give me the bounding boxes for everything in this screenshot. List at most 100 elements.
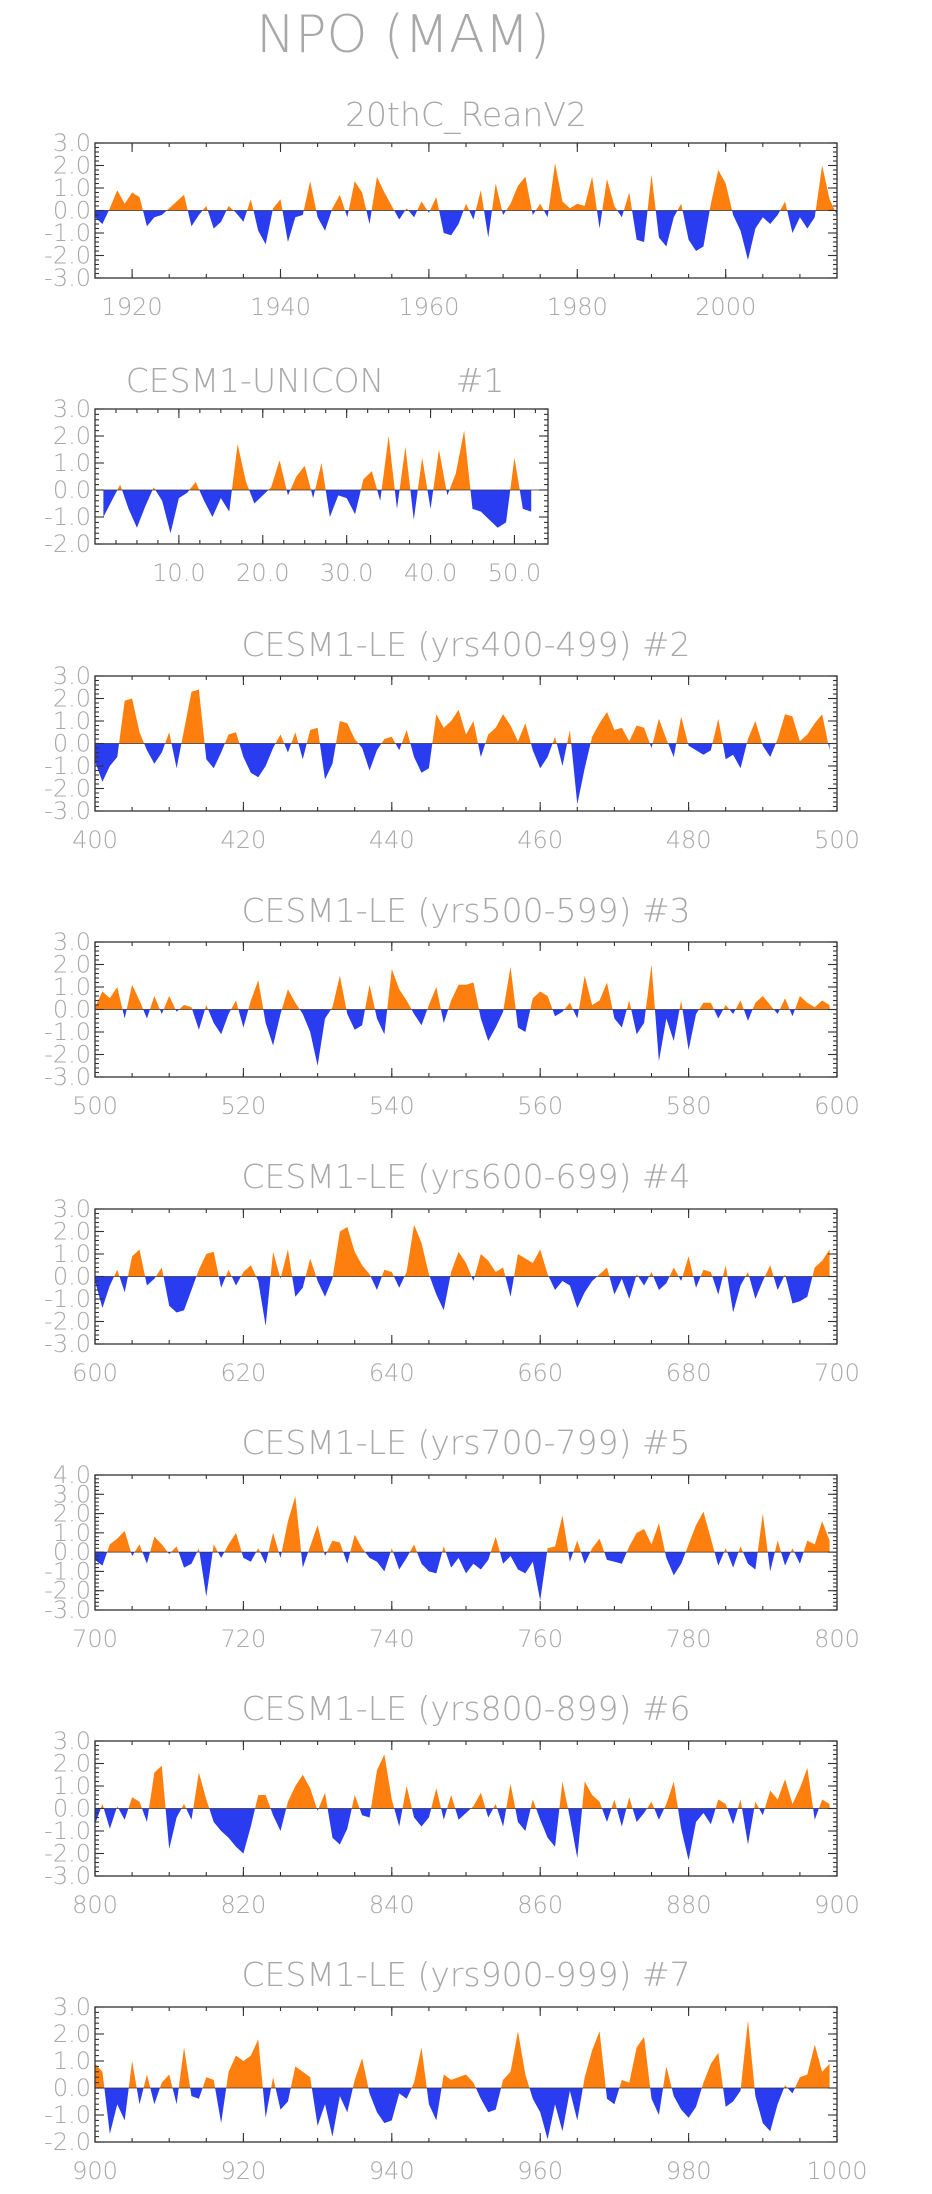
ytick-label: -3.0: [44, 1063, 91, 1091]
ytick-label: -3.0: [44, 797, 91, 825]
panel-4: CESM1-LE (yrs500-599) #3 3.02.01.00.0-1.0…: [44, 891, 860, 1120]
xtick-label: 580: [666, 1092, 712, 1120]
panel-8: CESM1-LE (yrs900-999) #7 3.02.01.00.0-1.0…: [44, 1955, 867, 2185]
positive-area: [95, 1224, 830, 1277]
xtick-label: 540: [369, 1092, 415, 1120]
series-area: [95, 2020, 830, 2140]
plot-frame: [94, 408, 549, 545]
ytick-label: -3.0: [44, 1862, 91, 1890]
ytick-label: 0.0: [53, 197, 91, 225]
ytick-label: 2.0: [53, 951, 91, 979]
xtick-label: 900: [72, 2157, 118, 2185]
ytick-label: 3.0: [53, 1993, 91, 2021]
xtick-label: 800: [72, 1891, 118, 1919]
ytick-label: 3.0: [53, 1727, 91, 1755]
ytick-label: -3.0: [44, 264, 91, 292]
xtick-label: 1960: [398, 293, 459, 321]
ytick-label: -1.0: [44, 2101, 91, 2129]
xtick-label: 840: [369, 1891, 415, 1919]
panel-title: CESM1-LE (yrs800-899) #6: [242, 1689, 691, 1728]
xtick-label: 920: [220, 2157, 266, 2185]
xtick-label: 860: [517, 1891, 563, 1919]
negative-area: [95, 1552, 830, 1601]
xtick-label: 660: [517, 1359, 563, 1387]
negative-area: [95, 1808, 830, 1861]
xtick-label: 980: [666, 2157, 712, 2185]
panel-title: CESM1-LE (yrs900-999) #7: [242, 1955, 691, 1994]
positive-area: [95, 1754, 830, 1809]
panel-3: CESM1-LE (yrs400-499) #2 3.02.01.00.0-1.0…: [44, 625, 860, 854]
ytick-label: 3.0: [53, 129, 91, 157]
series-area: [95, 964, 830, 1066]
series-area: [95, 689, 830, 805]
member-label: #1: [456, 361, 505, 400]
ytick-label: 3.0: [53, 662, 91, 690]
ytick-label: 0.0: [53, 1538, 91, 1566]
series-area: [103, 430, 532, 534]
xtick-label: 440: [369, 826, 415, 854]
xtick-label: 2000: [695, 293, 756, 321]
ytick-label: 1.0: [53, 449, 91, 477]
xtick-label: 720: [220, 1625, 266, 1653]
xtick-label: 700: [72, 1625, 118, 1653]
ytick-label: -1.0: [44, 752, 91, 780]
xtick-label: 50.0: [488, 559, 541, 587]
ytick-label: 1.0: [53, 1519, 91, 1547]
negative-area: [95, 2088, 830, 2140]
ytick-label: 2.0: [53, 422, 91, 450]
panel-7: CESM1-LE (yrs800-899) #6 3.02.01.00.0-1.0…: [44, 1689, 860, 1919]
series-area: [95, 163, 837, 260]
xtick-label: 880: [666, 1891, 712, 1919]
xtick-label: 500: [72, 1092, 118, 1120]
xtick-label: 40.0: [404, 559, 457, 587]
xtick-label: 30.0: [320, 559, 373, 587]
negative-area: [103, 490, 532, 534]
xtick-label: 900: [814, 1891, 860, 1919]
positive-area: [95, 964, 830, 1010]
xtick-label: 420: [220, 826, 266, 854]
xtick-label: 680: [666, 1359, 712, 1387]
panel-title: CESM1-UNICON: [126, 361, 385, 400]
ytick-label: 3.0: [53, 1480, 91, 1508]
xtick-label: 560: [517, 1092, 563, 1120]
xtick-label: 400: [72, 826, 118, 854]
ytick-label: -3.0: [44, 1330, 91, 1358]
xtick-label: 780: [666, 1625, 712, 1653]
ytick-label: 0.0: [53, 2074, 91, 2102]
ytick-label: 4.0: [53, 1461, 91, 1489]
ytick-label: 1.0: [53, 1772, 91, 1800]
xtick-label: 1920: [102, 293, 163, 321]
xtick-label: 800: [814, 1625, 860, 1653]
xtick-label: 620: [220, 1359, 266, 1387]
panel-title: CESM1-LE (yrs400-499) #2: [242, 625, 691, 664]
xtick-label: 520: [220, 1092, 266, 1120]
ytick-label: -2.0: [44, 775, 91, 803]
positive-area: [103, 430, 532, 490]
ytick-label: 3.0: [53, 928, 91, 956]
xtick-label: 600: [814, 1092, 860, 1120]
xtick-label: 1000: [806, 2157, 867, 2185]
ytick-label: 3.0: [53, 1195, 91, 1223]
ytick-label: 0.0: [53, 1795, 91, 1823]
panel-title: CESM1-LE (yrs600-699) #4: [242, 1157, 691, 1196]
series-area: [95, 1754, 830, 1861]
xtick-label: 500: [814, 826, 860, 854]
ytick-label: 0.0: [53, 1263, 91, 1291]
xtick-label: 940: [369, 2157, 415, 2185]
series-area: [95, 1224, 830, 1326]
ytick-label: 2.0: [53, 1500, 91, 1528]
panel-6: CESM1-LE (yrs700-799) #54.03.02.01.00.0-…: [44, 1423, 860, 1653]
xtick-label: 960: [517, 2157, 563, 2185]
positive-area: [95, 163, 837, 211]
xtick-label: 820: [220, 1891, 266, 1919]
positive-area: [95, 1496, 830, 1553]
panel-5: CESM1-LE (yrs600-699) #4 3.02.01.00.0-1.0…: [44, 1157, 860, 1387]
positive-area: [95, 689, 830, 744]
ytick-label: -1.0: [44, 1557, 91, 1585]
panel-1: 20thC_ReanV2 3.02.01.00.0-1.0-2.0-3.0 1920…: [44, 95, 838, 321]
ytick-label: -1.0: [44, 219, 91, 247]
xtick-label: 600: [72, 1359, 118, 1387]
ytick-label: 2.0: [53, 1750, 91, 1778]
xtick-label: 740: [369, 1625, 415, 1653]
ytick-label: 1.0: [53, 973, 91, 1001]
